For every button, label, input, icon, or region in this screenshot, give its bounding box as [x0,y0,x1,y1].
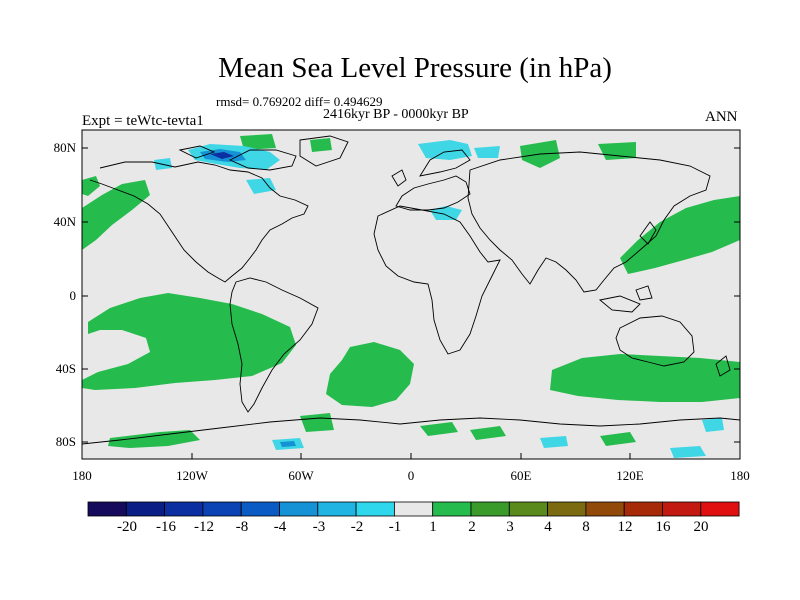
colorbar-box [585,501,625,517]
lat-label-80n: 80N [53,140,76,155]
colorbar-label: -20 [117,519,137,535]
coast-north-america [89,161,309,283]
colorbar-box [700,501,740,517]
colorbar-label: -2 [350,519,364,535]
lat-label-0: 0 [69,288,77,303]
colorbar-box [432,501,472,517]
coastlines [82,135,740,445]
experiment-label: Expt = teWtc-tevta1 [82,113,204,129]
lon-ticks [81,453,741,459]
colorbar-label: 4 [544,519,552,535]
period-line: 2416kyr BP - 0000kyr BP [323,107,469,122]
colorbar-box [202,501,242,517]
colorbar-box [470,501,510,517]
colorbar-label: -4 [273,519,287,535]
colorbar-label: -12 [194,519,214,535]
colorbar-label: 3 [506,519,514,535]
colorbar-box [547,501,587,517]
colorbar-label: 1 [429,519,437,535]
colorbar-box [164,501,204,517]
colorbar-label: 2 [468,519,476,535]
colorbar-box [623,501,663,517]
colorbar-label: -16 [156,519,176,535]
lon-label-0: 0 [407,468,415,483]
map-field [82,130,740,459]
coast-asia [467,151,711,293]
map-background [82,130,740,459]
colorbar-box [279,501,319,517]
lon-label-60e: 60E [510,468,532,483]
colorbar-box [662,501,702,517]
colorbar-box [355,501,395,517]
colorbar-box [240,501,280,517]
positive-anomaly-regions [82,134,740,448]
colorbar-label: 20 [693,519,709,535]
colorbar-box [317,501,357,517]
map-title: Mean Sea Level Pressure (in hPa) [218,52,612,84]
lat-label-40n: 40N [53,214,76,229]
colorbar-box [87,501,127,517]
lon-label-180e: 180 [730,468,750,483]
colorbar-label: 8 [582,519,590,535]
colorbar-label: 16 [655,519,671,535]
colorbar-box [125,501,166,517]
lat-ticks [82,147,740,443]
colorbar [87,501,740,517]
lon-label-120e: 120E [616,468,644,483]
lat-label-40s: 40S [55,361,76,376]
coast-africa [373,205,501,355]
coast-south-america [229,277,319,413]
colorbar-label: -3 [312,519,326,535]
colorbar-box [508,501,548,517]
lon-label-60w: 60W [288,468,314,483]
colorbar-label: -1 [388,519,402,535]
lat-label-80s: 80S [55,434,76,449]
lon-label-120w: 120W [176,468,208,483]
coast-antarctica [82,417,740,445]
coast-australia [615,315,695,367]
colorbar-label: 12 [617,519,633,535]
season-label: ANN [705,109,738,125]
colorbar-label: -8 [235,519,249,535]
lon-label-180w: 180 [72,468,92,483]
colorbar-box [393,501,434,517]
stats-line: rmsd= 0.769202 diff= 0.494629 [216,94,383,109]
